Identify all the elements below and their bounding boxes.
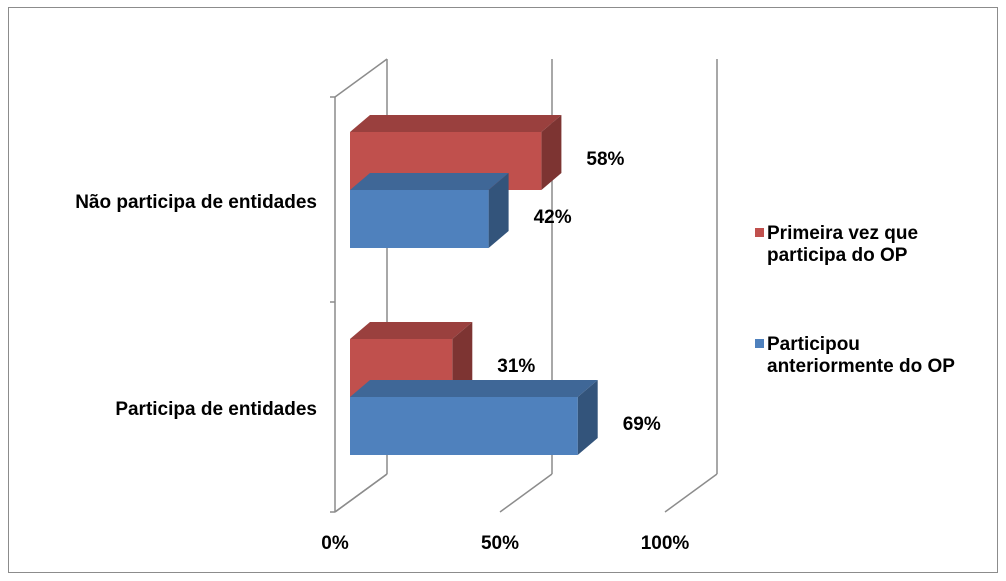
gridline-base xyxy=(664,473,718,513)
bar-top-face[interactable] xyxy=(350,115,562,132)
x-tick-label: 100% xyxy=(641,533,690,554)
bar[interactable] xyxy=(350,173,509,248)
labels: 0% 50% 100% 58% 42% Não participa de entidade… xyxy=(75,149,689,554)
category-label: Participa de entidades xyxy=(115,399,317,420)
data-label: 58% xyxy=(586,149,624,170)
legend-label: anteriormente do OP xyxy=(767,356,955,377)
bar-side-face[interactable] xyxy=(452,322,473,397)
data-label: 42% xyxy=(534,207,572,228)
x-tick-label: 50% xyxy=(481,533,519,554)
legend-swatch xyxy=(755,339,764,348)
data-label: 69% xyxy=(623,414,661,435)
gridline-base xyxy=(499,473,553,513)
bar-front-face[interactable] xyxy=(350,397,578,455)
bar-top-face[interactable] xyxy=(350,173,509,190)
bar[interactable] xyxy=(350,380,598,455)
category-label: Não participa de entidades xyxy=(75,192,317,213)
legend-swatch xyxy=(755,228,764,237)
gridline-base xyxy=(334,473,388,513)
bar-top-face[interactable] xyxy=(350,380,598,397)
bar-side-face[interactable] xyxy=(577,380,598,455)
bar-front-face[interactable] xyxy=(350,190,489,248)
bar-side-face[interactable] xyxy=(488,173,509,248)
bar-side-face[interactable] xyxy=(541,115,562,190)
legend-label: Primeira vez que xyxy=(767,223,918,244)
data-label: 31% xyxy=(497,356,535,377)
wall-top-edge xyxy=(334,58,388,98)
bars xyxy=(350,115,598,455)
legend-label: participa do OP xyxy=(767,245,908,266)
legend-label: Participou xyxy=(767,334,860,355)
x-tick-label: 0% xyxy=(321,533,349,554)
chart-frame xyxy=(8,7,998,573)
bar-top-face[interactable] xyxy=(350,322,473,339)
